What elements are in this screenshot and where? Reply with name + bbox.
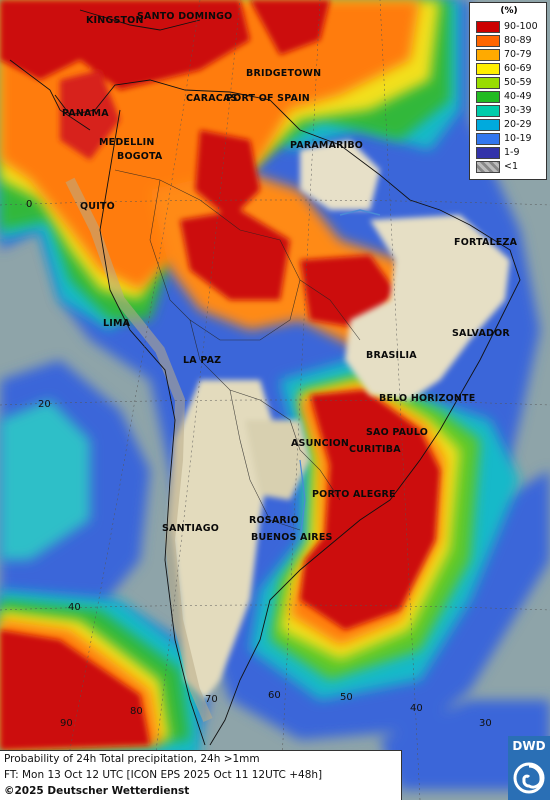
legend-swatch [476,91,500,103]
latitude-label: 20 [38,399,51,410]
legend-label: <1 [504,161,519,172]
city-label: SANTIAGO [162,523,219,534]
legend-label: 70-79 [504,49,532,60]
city-label: MEDELLIN [99,137,155,148]
longitude-label: 30 [479,718,492,729]
city-label: QUITO [80,201,115,212]
legend-label: 40-49 [504,91,532,102]
legend-swatch [476,133,500,145]
legend-swatch [476,161,500,173]
andes-relief [65,177,213,722]
city-label: BRIDGETOWN [246,68,322,79]
forecast-time: FT: Mon 13 Oct 12 UTC [ICON EPS 2025 Oct… [4,769,323,781]
city-label: LIMA [103,318,131,329]
city-label: PANAMA [62,108,109,119]
city-label: LA PAZ [183,355,222,366]
river [299,459,306,541]
legend: (%) 90-100 80-89 70-79 60-69 50-59 40-49 30-39… [469,2,547,180]
legend-swatch [476,77,500,89]
city-label: BOGOTA [117,151,163,162]
coastlines [9,9,521,746]
legend-item: 1-9 [476,147,546,160]
legend-label: 60-69 [504,63,532,74]
legend-item: 80-89 [476,35,546,48]
city-label: PORT OF SPAIN [226,93,310,104]
latitude-label: 0 [26,199,33,210]
copyright: ©2025 Deutscher Wetterdienst [4,785,190,797]
city-label: SALVADOR [452,328,510,339]
legend-label: 90-100 [504,21,538,32]
product-title: Probability of 24h Total precipitation, … [4,753,260,765]
longitude-label: 50 [340,692,353,703]
city-label: SAO PAULO [366,427,429,438]
legend-item: 20-29 [476,119,546,132]
caption-box: Probability of 24h Total precipitation, … [0,750,402,800]
legend-item: 90-100 [476,21,546,34]
legend-swatch [476,119,500,131]
river [339,209,381,216]
legend-item: 70-79 [476,49,546,62]
city-label: FORTALEZA [454,237,518,248]
dry-land [170,140,510,700]
legend-swatch [476,105,500,117]
latitude-label: 40 [68,602,81,613]
precip-field-red [0,0,440,750]
city-label: PORTO ALEGRE [312,489,396,500]
dwd-logo-text: DWD [512,739,546,753]
city-label: PARAMARIBO [290,140,364,151]
longitude-label: 80 [130,706,143,717]
legend-item: 50-59 [476,77,546,90]
legend-item: 10-19 [476,133,546,146]
legend-item: 60-69 [476,63,546,76]
longitude-label: 90 [60,718,73,729]
legend-item: 40-49 [476,91,546,104]
longitude-label: 60 [268,690,281,701]
legend-item: <1 [476,161,546,174]
legend-swatch [476,35,500,47]
city-label: CURITIBA [349,444,401,455]
country-borders [114,169,361,531]
city-label: SANTO DOMINGO [137,11,233,22]
city-label: CARACAS [186,93,238,104]
dwd-logo: DWD [508,736,550,800]
legend-swatch [476,49,500,61]
legend-item: 30-39 [476,105,546,118]
legend-swatch [476,21,500,33]
legend-label: 30-39 [504,105,532,116]
legend-label: 20-29 [504,119,532,130]
longitude-label: 70 [205,694,218,705]
legend-label: 10-19 [504,133,532,144]
city-label: BRASILIA [366,350,417,361]
city-label: BELO HORIZONTE [379,393,476,404]
city-label: KINGSTON [86,15,144,26]
legend-swatch [476,147,500,159]
legend-label: 80-89 [504,35,532,46]
legend-label: 50-59 [504,77,532,88]
city-label: BUENOS AIRES [251,532,333,543]
city-label: ROSARIO [249,515,299,526]
city-label: ASUNCION [291,438,349,449]
legend-label: 1-9 [504,147,520,158]
legend-unit: (%) [500,6,518,16]
longitude-label: 40 [410,703,423,714]
swirl-icon [513,762,545,794]
legend-swatch [476,63,500,75]
